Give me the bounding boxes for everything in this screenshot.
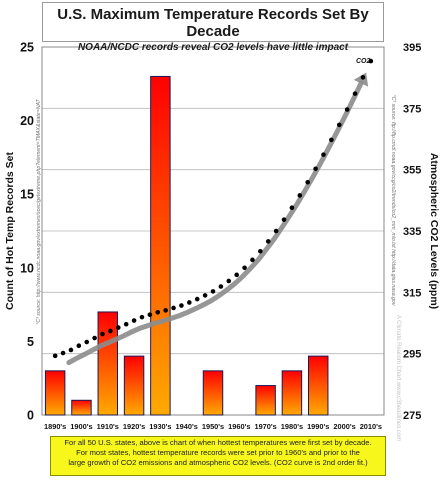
footer-line-1: For all 50 U.S. states, above is chart o…: [64, 438, 372, 447]
y-axis-right-ticks: 275 295 315 335 355 375 395: [403, 42, 421, 422]
x-tick-label: 1900's: [70, 422, 92, 431]
y-tick-left-label: 25: [20, 41, 34, 55]
y-axis-right-label: Atmospheric CO2 Levels (ppm): [428, 153, 440, 309]
bar-1980s: [281, 370, 303, 416]
co2-point: [171, 305, 176, 311]
bar-1910s: [97, 311, 119, 416]
y-tick-right-label: 315: [403, 287, 421, 299]
co2-point: [179, 303, 184, 308]
x-tick-label: 1940's: [176, 422, 198, 431]
x-tick-label: 2000's: [333, 422, 355, 431]
co2-point: [321, 152, 326, 157]
bar-1990s: [307, 355, 329, 416]
x-tick-label: 1990's: [307, 422, 329, 431]
y-tick-right-label: 295: [403, 349, 421, 361]
co2-point: [187, 300, 192, 305]
co2-point: [115, 325, 121, 330]
bar-1890s: [44, 370, 66, 416]
x-tick-label: 1970's: [254, 422, 276, 431]
bar-1900s: [71, 399, 92, 416]
y-tick-left-label: 10: [20, 261, 34, 275]
co2-trend-dots: [52, 58, 374, 359]
co2-point: [155, 309, 161, 315]
co2-point: [163, 308, 168, 313]
y-tick-right-label: 335: [403, 226, 421, 238]
co2-point: [313, 166, 318, 172]
y-tick-right-label: 355: [403, 165, 421, 177]
co2-point: [202, 293, 208, 298]
co2-point: [76, 343, 82, 348]
x-tick-label: 2010's: [360, 422, 382, 431]
co2-point: [68, 347, 74, 353]
co2-point: [147, 312, 153, 318]
title-box: U.S. Maximum Temperature Records Set By …: [42, 2, 384, 53]
co2-point: [344, 107, 350, 112]
co2-point: [210, 289, 216, 294]
watermark: A Climate Realism Chart www.c3headlines.…: [395, 315, 401, 441]
co2-point: [360, 75, 366, 80]
y-tick-left-label: 5: [27, 335, 34, 349]
co2-point: [289, 205, 295, 210]
gridlines: [42, 46, 384, 416]
source-note-right: °C³ source: ftp://ftp.cmdl.noaa.gov/ccg/…: [390, 95, 396, 306]
co2-point: [60, 350, 66, 356]
y-tick-left-label: 0: [27, 409, 34, 423]
co2-point: [242, 265, 247, 271]
co2-point: [258, 248, 263, 254]
co2-point: [273, 228, 279, 234]
chart-subtitle: NOAA/NCDC records reveal CO2 levels have…: [77, 42, 349, 53]
y-tick-right-label: 375: [403, 103, 421, 115]
bar-1950s: [202, 370, 224, 416]
source-note-left: °C³ source: http://www.ncdc.noaa.gov/ext…: [36, 98, 42, 324]
x-axis-ticks: 1890's 1900's 1910's 1920's 1930's 1940's 1950…: [44, 422, 382, 431]
bar-1970s: [255, 385, 276, 416]
co2-point: [368, 58, 374, 64]
co2-point: [265, 239, 271, 244]
bar-1930s: [150, 75, 171, 416]
co2-point: [123, 321, 129, 327]
footer-note: For all 50 U.S. states, above is chart o…: [50, 436, 386, 476]
x-tick-label: 1910's: [97, 422, 119, 431]
y-axis-left-label: Count of Hot Temp Records Set: [4, 152, 16, 310]
chart-title: U.S. Maximum Temperature Records Set By …: [57, 6, 369, 40]
x-tick-label: 1980's: [281, 422, 303, 431]
co2-point: [100, 331, 105, 337]
y-tick-right-label: 275: [403, 410, 421, 422]
co2-label: CO2: [356, 58, 371, 65]
co2-point: [84, 339, 90, 345]
co2-point: [305, 179, 311, 185]
co2-point: [329, 137, 334, 143]
x-tick-label: 1950's: [202, 422, 224, 431]
y-tick-right-label: 395: [403, 42, 421, 54]
co2-point: [131, 318, 137, 323]
y-tick-left-label: 20: [20, 114, 34, 128]
x-tick-label: 1930's: [149, 422, 171, 431]
x-tick-label: 1960's: [228, 422, 250, 431]
co2-point: [92, 335, 97, 341]
co2-point: [281, 217, 287, 222]
co2-point: [250, 257, 255, 263]
y-tick-left-label: 15: [20, 188, 34, 202]
co2-point: [226, 278, 232, 284]
trend-arrow-shaft: [66, 80, 364, 366]
bar-1920s: [123, 355, 145, 416]
footer-line-3: large growth of CO2 emissions and atmosp…: [68, 458, 368, 467]
co2-point: [139, 314, 145, 320]
co2-point: [297, 193, 303, 198]
co2-point: [218, 284, 224, 289]
footer-line-2: For most states, hottest temperature rec…: [76, 448, 360, 457]
co2-point: [352, 91, 358, 96]
co2-point: [234, 272, 239, 278]
co2-point: [108, 328, 113, 334]
co2-point: [194, 296, 200, 302]
bars: [44, 75, 329, 416]
x-tick-label: 1890's: [44, 422, 66, 431]
co2-point: [336, 122, 342, 128]
co2-point: [52, 353, 58, 359]
y-axis-left-ticks: 0 5 10 15 20 25: [20, 41, 34, 423]
x-tick-label: 1920's: [123, 422, 145, 431]
